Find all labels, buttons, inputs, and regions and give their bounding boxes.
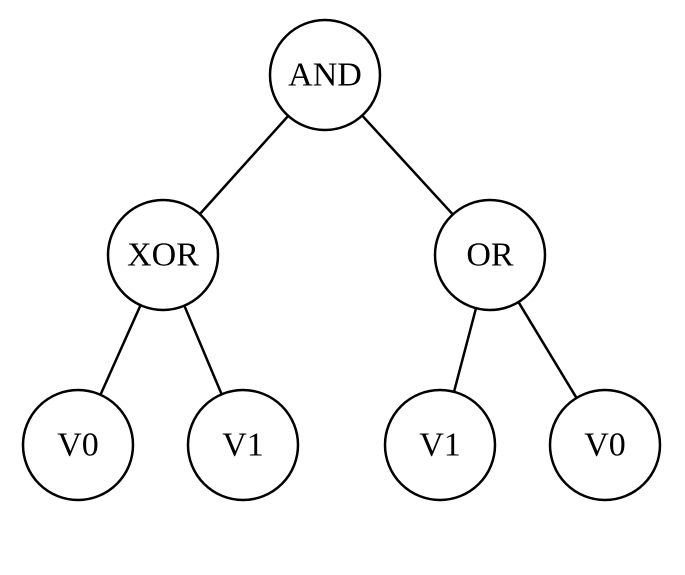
edge-or-v0b bbox=[518, 302, 576, 398]
edge-and-or bbox=[362, 116, 453, 215]
node-v1a: V1 bbox=[188, 390, 298, 500]
node-label-and: AND bbox=[288, 57, 362, 94]
node-v1b: V1 bbox=[385, 390, 495, 500]
node-label-v0a: V0 bbox=[57, 427, 99, 464]
node-label-v1b: V1 bbox=[419, 427, 461, 464]
edge-xor-v0a bbox=[100, 305, 140, 395]
node-or: OR bbox=[435, 200, 545, 310]
edge-xor-v1a bbox=[184, 306, 221, 395]
edge-or-v1b bbox=[454, 308, 476, 392]
node-label-v1a: V1 bbox=[222, 427, 264, 464]
node-xor: XOR bbox=[108, 200, 218, 310]
nodes-layer: AND XOR OR V0 V1 V1 V0 bbox=[23, 20, 660, 500]
node-label-v0b: V0 bbox=[584, 427, 626, 464]
node-v0b: V0 bbox=[550, 390, 660, 500]
edge-and-xor bbox=[200, 116, 288, 214]
node-label-or: OR bbox=[466, 237, 514, 274]
node-label-xor: XOR bbox=[127, 237, 199, 274]
node-v0a: V0 bbox=[23, 390, 133, 500]
node-and: AND bbox=[270, 20, 380, 130]
boolean-expression-tree: AND XOR OR V0 V1 V1 V0 bbox=[0, 0, 685, 575]
